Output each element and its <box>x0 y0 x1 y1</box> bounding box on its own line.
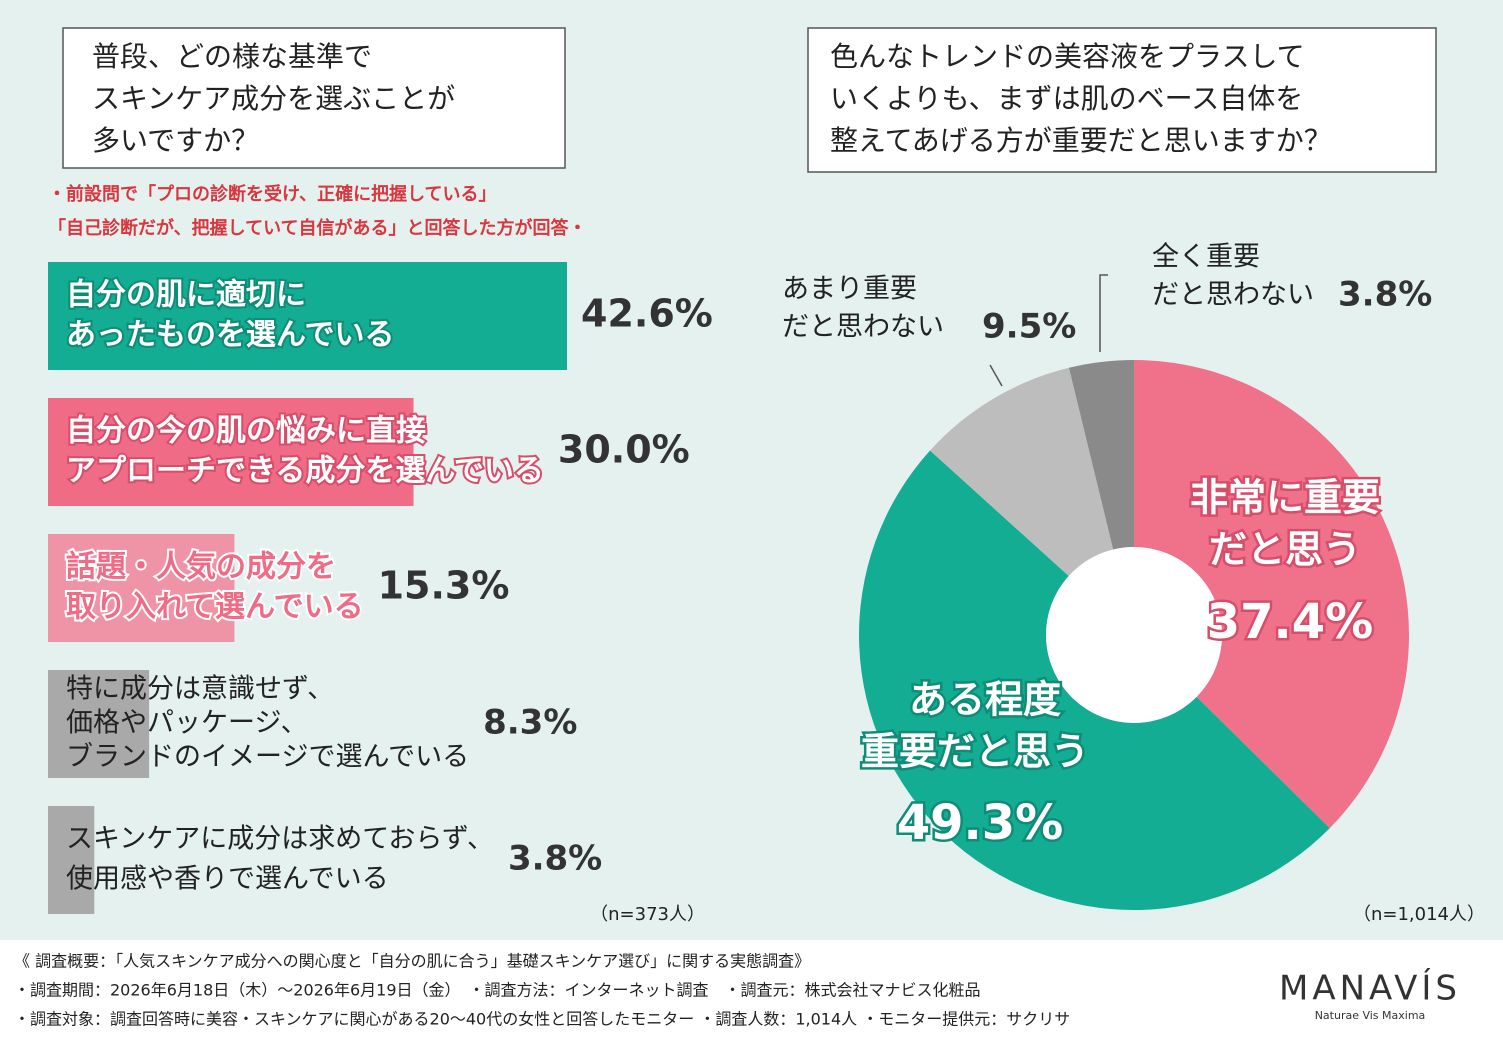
sample-note: （n=373人） <box>590 904 705 925</box>
pie-label: あまり重要 <box>782 274 917 305</box>
pie-label: だと思う <box>1209 528 1361 572</box>
pie-label: だと思わない <box>782 312 944 343</box>
subtitle: 「自己診断だが、把握していて自信がある」と回答した方が回答・ <box>48 217 587 239</box>
donut-hole <box>1046 547 1222 723</box>
pie-label: ある程度 <box>909 678 1061 722</box>
question-box <box>807 27 1437 173</box>
bar <box>48 398 414 506</box>
value-label: 42.6% <box>581 292 713 336</box>
footer-text: 《 調査概要：「人気スキンケア成分への関心度と「自分の肌に合う」基礎スキンケア選… <box>14 952 810 971</box>
bar <box>48 806 95 914</box>
leader-line <box>1099 274 1108 352</box>
value-label: 8.3% <box>483 703 577 743</box>
footer-bg <box>0 940 1503 1047</box>
question-box <box>62 27 566 169</box>
subtitle: ・前設問で「プロの診断を受け、正確に把握している」 <box>48 183 497 205</box>
bar-label: 特に成分は意識せず、 <box>66 674 334 705</box>
pie-value: 37.4% <box>1207 594 1374 650</box>
bar <box>48 262 567 370</box>
pie-slice <box>930 367 1114 576</box>
pie-label: 全く重要 <box>1152 242 1260 273</box>
question: 普段、どの様な基準で <box>92 40 372 73</box>
value-label: 30.0% <box>558 428 690 472</box>
sample-note: （n=1,014人） <box>1353 904 1485 925</box>
tagline: Naturae Vis Maxima <box>1315 1009 1426 1022</box>
pie-label: 重要だと思う <box>861 730 1089 774</box>
pie-slice <box>1134 360 1410 829</box>
bar-label: ブランドのイメージで選んでいる <box>66 742 469 773</box>
pie-slice <box>858 450 1330 911</box>
bar-label: 取り入れて選んでいる <box>66 590 364 625</box>
question: スキンケア成分を選ぶことが <box>92 82 455 115</box>
question: 色んなトレンドの美容液をプラスして <box>830 40 1305 73</box>
footer-text: ・調査期間：2026年6月18日（木）～2026年6月19日（金） ・調査方法：… <box>14 981 981 1000</box>
pie-label: 非常に重要 <box>1190 476 1380 520</box>
bar-label: 自分の肌に適切に <box>66 278 306 313</box>
value-label: 15.3% <box>378 564 510 608</box>
question: 多いですか？ <box>92 124 259 157</box>
question: 整えてあげる方が重要だと思いますか？ <box>830 124 1332 157</box>
question: いくよりも、まずは肌のベース自体を <box>830 82 1303 115</box>
pie-value: 9.5% <box>982 307 1076 347</box>
pie-value: 3.8% <box>1338 275 1432 315</box>
bar-label: 使用感や香りで選んでいる <box>66 864 389 895</box>
pie-label: だと思わない <box>1152 280 1314 311</box>
bar <box>48 534 235 642</box>
bar-label: 価格やパッケージ、 <box>66 708 308 739</box>
leader-line <box>989 364 1003 387</box>
bar-label: 自分の今の肌の悩みに直接 <box>66 414 426 449</box>
bar-label: アプローチできる成分を選んでいる <box>66 454 544 489</box>
value-label: 3.8% <box>508 839 602 879</box>
bar <box>48 670 150 778</box>
footer-text: ・調査対象：調査回答時に美容・スキンケアに関心がある20～40代の女性と回答した… <box>14 1010 1070 1029</box>
pie-slice <box>1068 360 1134 550</box>
logo: MANAVÍS <box>1279 968 1461 1009</box>
bar-label: あったものを選んでいる <box>66 318 395 353</box>
pie-value: 49.3% <box>897 795 1064 851</box>
bar-label: 話題・人気の成分を <box>66 550 336 585</box>
bar-label: スキンケアに成分は求めておらず、 <box>66 824 494 855</box>
